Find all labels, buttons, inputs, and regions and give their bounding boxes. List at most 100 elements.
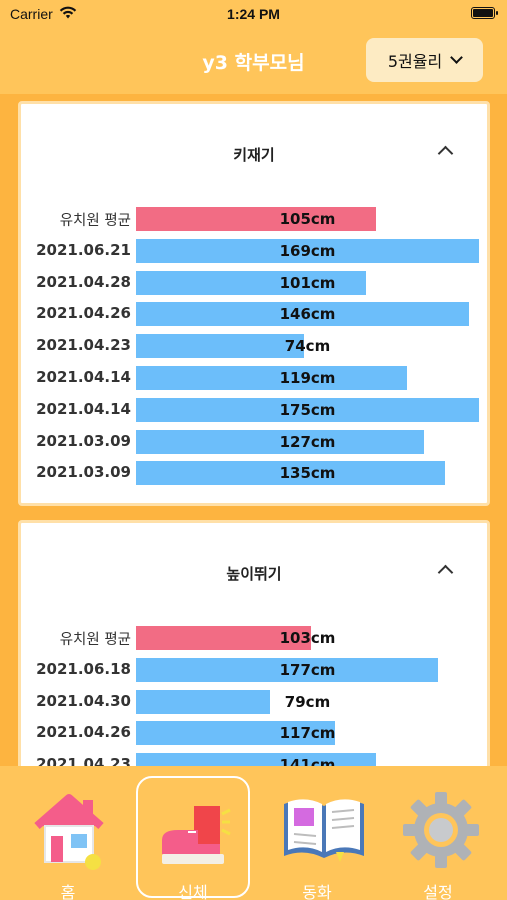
bar-value-label: 79cm (284, 692, 331, 711)
sneaker-icon (158, 792, 234, 876)
row-date-label: 유치원 평균 (59, 632, 131, 648)
record-row: 2021.04.28 101cm (21, 267, 487, 299)
bar-track: 105cm (136, 207, 479, 231)
average-bar (136, 626, 311, 650)
bar-track: 103cm (136, 626, 479, 650)
record-row: 2021.04.14 175cm (21, 394, 487, 426)
record-bar (136, 397, 479, 422)
record-bar (136, 365, 407, 390)
tab-story[interactable]: 동화 (260, 776, 374, 900)
status-left: Carrier (10, 6, 77, 22)
bar-value-label: 105cm (279, 210, 336, 228)
record-bar (136, 270, 366, 295)
record-bar (136, 238, 479, 263)
bar-value-label: 146cm (279, 305, 336, 324)
bar-value-label: 175cm (279, 400, 336, 419)
row-date-label: 2021.03.09 (36, 463, 131, 482)
record-bar (136, 302, 469, 327)
gear-icon (401, 790, 481, 874)
bar-value-label: 135cm (279, 464, 336, 483)
record-row: 2021.03.09 127cm (21, 426, 487, 458)
bar-value-label: 103cm (279, 629, 336, 647)
row-date-label: 2021.03.09 (36, 431, 131, 450)
record-bar (136, 334, 305, 359)
bar-value-label: 177cm (279, 660, 336, 679)
chevron-down-icon (450, 51, 464, 64)
record-bar (136, 657, 438, 682)
record-bar (136, 689, 270, 714)
tab-label: 신체 (178, 883, 208, 900)
row-date-label: 2021.04.14 (36, 367, 131, 386)
row-date-label: 2021.04.28 (36, 272, 131, 291)
bar-track: 101cm (136, 270, 479, 295)
tab-settings[interactable]: 설정 (381, 776, 495, 900)
bar-track: 175cm (136, 397, 479, 422)
bar-track: 135cm (136, 461, 479, 486)
measure-rows: 유치원 평균 103cm 2021.06.18 177cm 2021.04.30 79cm… (21, 622, 487, 766)
row-date-label: 유치원 평균 (59, 213, 131, 229)
average-row: 유치원 평균 105cm (21, 203, 487, 235)
tab-label: 설정 (423, 883, 453, 900)
bar-value-label: 74cm (284, 337, 331, 356)
tab-bar: 홈 신체 (0, 766, 507, 900)
page-title: y3 학부모님 (202, 52, 305, 74)
record-row: 2021.04.26 117cm (21, 717, 487, 749)
measure-rows: 유치원 평균 105cm 2021.06.21 169cm 2021.04.28 101c… (21, 203, 487, 489)
status-time: 1:24 PM (227, 6, 280, 22)
tab-label: 홈 (60, 883, 76, 900)
tab-home[interactable]: 홈 (11, 776, 125, 900)
row-date-label: 2021.04.26 (36, 304, 131, 323)
bar-value-label: 119cm (279, 368, 336, 387)
height-card: 키재기 유치원 평균 105cm 2021.06.21 169cm 2021.04.28… (18, 101, 490, 506)
bar-track: 79cm (136, 689, 479, 714)
bar-track: 119cm (136, 365, 479, 390)
card-title: 키재기 (233, 146, 275, 164)
record-row: 2021.04.23 74cm (21, 330, 487, 362)
bar-track: 127cm (136, 429, 479, 454)
bar-track: 177cm (136, 657, 479, 682)
bar-track: 169cm (136, 238, 479, 263)
record-bar (136, 429, 425, 454)
record-row: 2021.06.18 177cm (21, 654, 487, 686)
bar-value-label: 127cm (279, 432, 336, 451)
status-bar: Carrier 1:24 PM (0, 0, 507, 28)
open-book-icon (280, 790, 368, 874)
record-bar (136, 461, 445, 486)
bar-track: 74cm (136, 334, 479, 359)
record-row: 2021.04.26 146cm (21, 298, 487, 330)
record-row: 2021.03.09 135cm (21, 457, 487, 489)
bar-track: 117cm (136, 721, 479, 746)
wifi-icon (59, 6, 77, 22)
battery-icon (471, 7, 498, 19)
row-date-label: 2021.04.30 (36, 691, 131, 710)
card-title: 높이뛰기 (226, 565, 282, 583)
average-bar (136, 207, 377, 231)
book-select-dropdown[interactable]: 5권율리 (366, 38, 483, 82)
house-icon (31, 790, 107, 874)
bar-value-label: 141cm (279, 756, 336, 766)
carrier-label: Carrier (10, 6, 53, 22)
record-row: 2021.04.14 119cm (21, 362, 487, 394)
book-select-value: 5권율리 (387, 52, 443, 71)
record-row: 2021.04.23 141cm (21, 749, 487, 766)
bar-track: 146cm (136, 302, 479, 327)
row-date-label: 2021.04.26 (36, 723, 131, 742)
row-date-label: 2021.04.23 (36, 336, 131, 355)
bar-value-label: 117cm (279, 724, 336, 743)
tab-body[interactable]: 신체 (136, 776, 250, 900)
content-scroll[interactable]: 키재기 유치원 평균 105cm 2021.06.21 169cm 2021.04.28… (0, 94, 507, 766)
bar-value-label: 101cm (279, 273, 336, 292)
record-bar (136, 753, 377, 766)
row-date-label: 2021.06.21 (36, 240, 131, 259)
record-row: 2021.06.21 169cm (21, 235, 487, 267)
bar-value-label: 169cm (279, 241, 336, 260)
row-date-label: 2021.04.23 (36, 755, 131, 766)
record-row: 2021.04.30 79cm (21, 686, 487, 718)
jump-card: 높이뛰기 유치원 평균 103cm 2021.06.18 177cm 2021.04.3… (18, 520, 490, 766)
average-row: 유치원 평균 103cm (21, 622, 487, 654)
bar-track: 141cm (136, 753, 479, 766)
record-bar (136, 721, 335, 746)
header: y3 학부모님 5권율리 (0, 28, 507, 94)
tab-label: 동화 (302, 883, 332, 900)
row-date-label: 2021.06.18 (36, 659, 131, 678)
